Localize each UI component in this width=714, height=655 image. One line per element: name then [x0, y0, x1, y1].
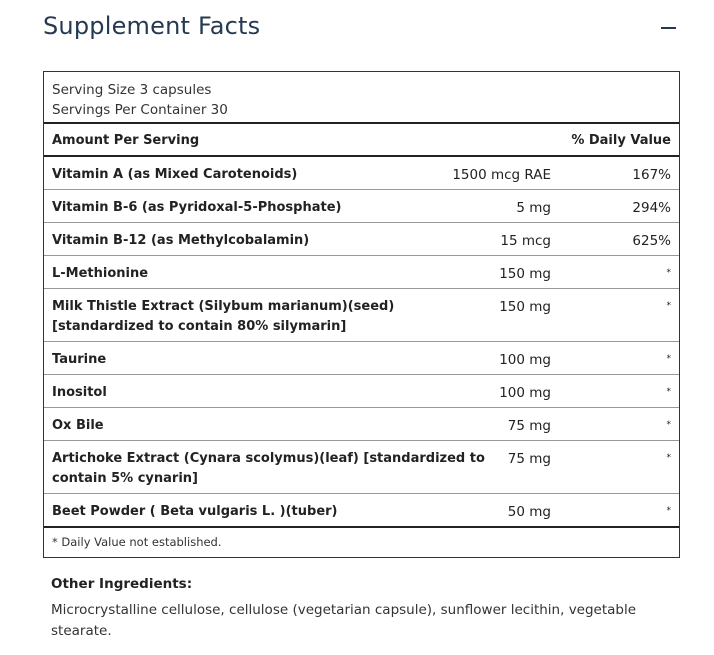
other-ingredients-heading: Other Ingredients:: [51, 576, 193, 592]
nutrient-amount: 100 mg: [499, 352, 551, 368]
supplement-facts-table: Serving Size 3 capsules Servings Per Con…: [43, 71, 680, 558]
collapse-button[interactable]: [659, 16, 679, 36]
nutrient-daily-value: 167%: [632, 167, 671, 183]
table-row: Vitamin A (as Mixed Carotenoids) 1500 mc…: [44, 157, 679, 190]
other-ingredients-text: Microcrystalline cellulose, cellulose (v…: [51, 602, 637, 639]
nutrient-name: Taurine: [52, 352, 107, 367]
daily-value-header: % Daily Value: [571, 133, 671, 148]
servings-per-container: Servings Per Container 30: [52, 102, 228, 118]
nutrient-daily-value: *: [666, 453, 672, 463]
other-ingredients: Other Ingredients: Microcrystalline cell…: [51, 576, 671, 642]
nutrient-daily-value: *: [666, 420, 672, 430]
supplement-facts-header[interactable]: Supplement Facts: [43, 8, 683, 48]
nutrient-amount: 5 mg: [516, 200, 551, 216]
section-title: Supplement Facts: [43, 12, 261, 40]
table-row: Beet Powder ( Beta vulgaris L. )(tuber) …: [44, 494, 679, 528]
minus-icon: [661, 27, 676, 29]
nutrient-name: Ox Bile: [52, 418, 104, 433]
nutrient-amount: 15 mcg: [500, 233, 551, 249]
nutrient-name: Vitamin A (as Mixed Carotenoids): [52, 167, 298, 182]
nutrient-name: Beet Powder ( Beta vulgaris L. )(tuber): [52, 504, 338, 519]
daily-value-footnote: * Daily Value not established.: [52, 535, 222, 549]
nutrient-daily-value: *: [666, 268, 672, 278]
table-row: Artichoke Extract (Cynara scolymus)(leaf…: [44, 441, 679, 494]
nutrient-daily-value: 625%: [632, 233, 671, 249]
nutrient-name: Vitamin B-12 (as Methylcobalamin): [52, 233, 310, 248]
serving-size: Serving Size 3 capsules: [52, 82, 212, 98]
table-row: Inositol 100 mg *: [44, 375, 679, 408]
table-row: Vitamin B-6 (as Pyridoxal-5-Phosphate) 5…: [44, 190, 679, 223]
nutrient-name: L-Methionine: [52, 266, 149, 281]
nutrient-amount: 150 mg: [499, 266, 551, 282]
nutrient-amount: 75 mg: [507, 451, 551, 467]
nutrient-daily-value: 294%: [632, 200, 671, 216]
table-header: Amount Per Serving % Daily Value: [44, 124, 679, 157]
nutrient-daily-value: *: [666, 387, 672, 397]
serving-info: Serving Size 3 capsules Servings Per Con…: [44, 72, 679, 124]
nutrient-amount: 75 mg: [507, 418, 551, 434]
nutrient-amount: 150 mg: [499, 299, 551, 315]
nutrient-name: Vitamin B-6 (as Pyridoxal-5-Phosphate): [52, 200, 342, 215]
nutrient-name: Artichoke Extract (Cynara scolymus)(leaf…: [52, 451, 485, 486]
nutrient-amount: 1500 mcg RAE: [452, 167, 551, 183]
nutrient-daily-value: *: [666, 301, 672, 311]
nutrient-amount: 100 mg: [499, 385, 551, 401]
table-row: Taurine 100 mg *: [44, 342, 679, 375]
table-row: Ox Bile 75 mg *: [44, 408, 679, 441]
nutrient-name: Inositol: [52, 385, 107, 400]
amount-per-serving-header: Amount Per Serving: [52, 133, 200, 148]
table-row: L-Methionine 150 mg *: [44, 256, 679, 289]
table-row: Milk Thistle Extract (Silybum marianum)(…: [44, 289, 679, 342]
nutrient-amount: 50 mg: [507, 504, 551, 520]
nutrient-daily-value: *: [666, 506, 672, 516]
nutrient-daily-value: *: [666, 354, 672, 364]
nutrient-name: Milk Thistle Extract (Silybum marianum)(…: [52, 299, 395, 334]
table-row: Vitamin B-12 (as Methylcobalamin) 15 mcg…: [44, 223, 679, 256]
